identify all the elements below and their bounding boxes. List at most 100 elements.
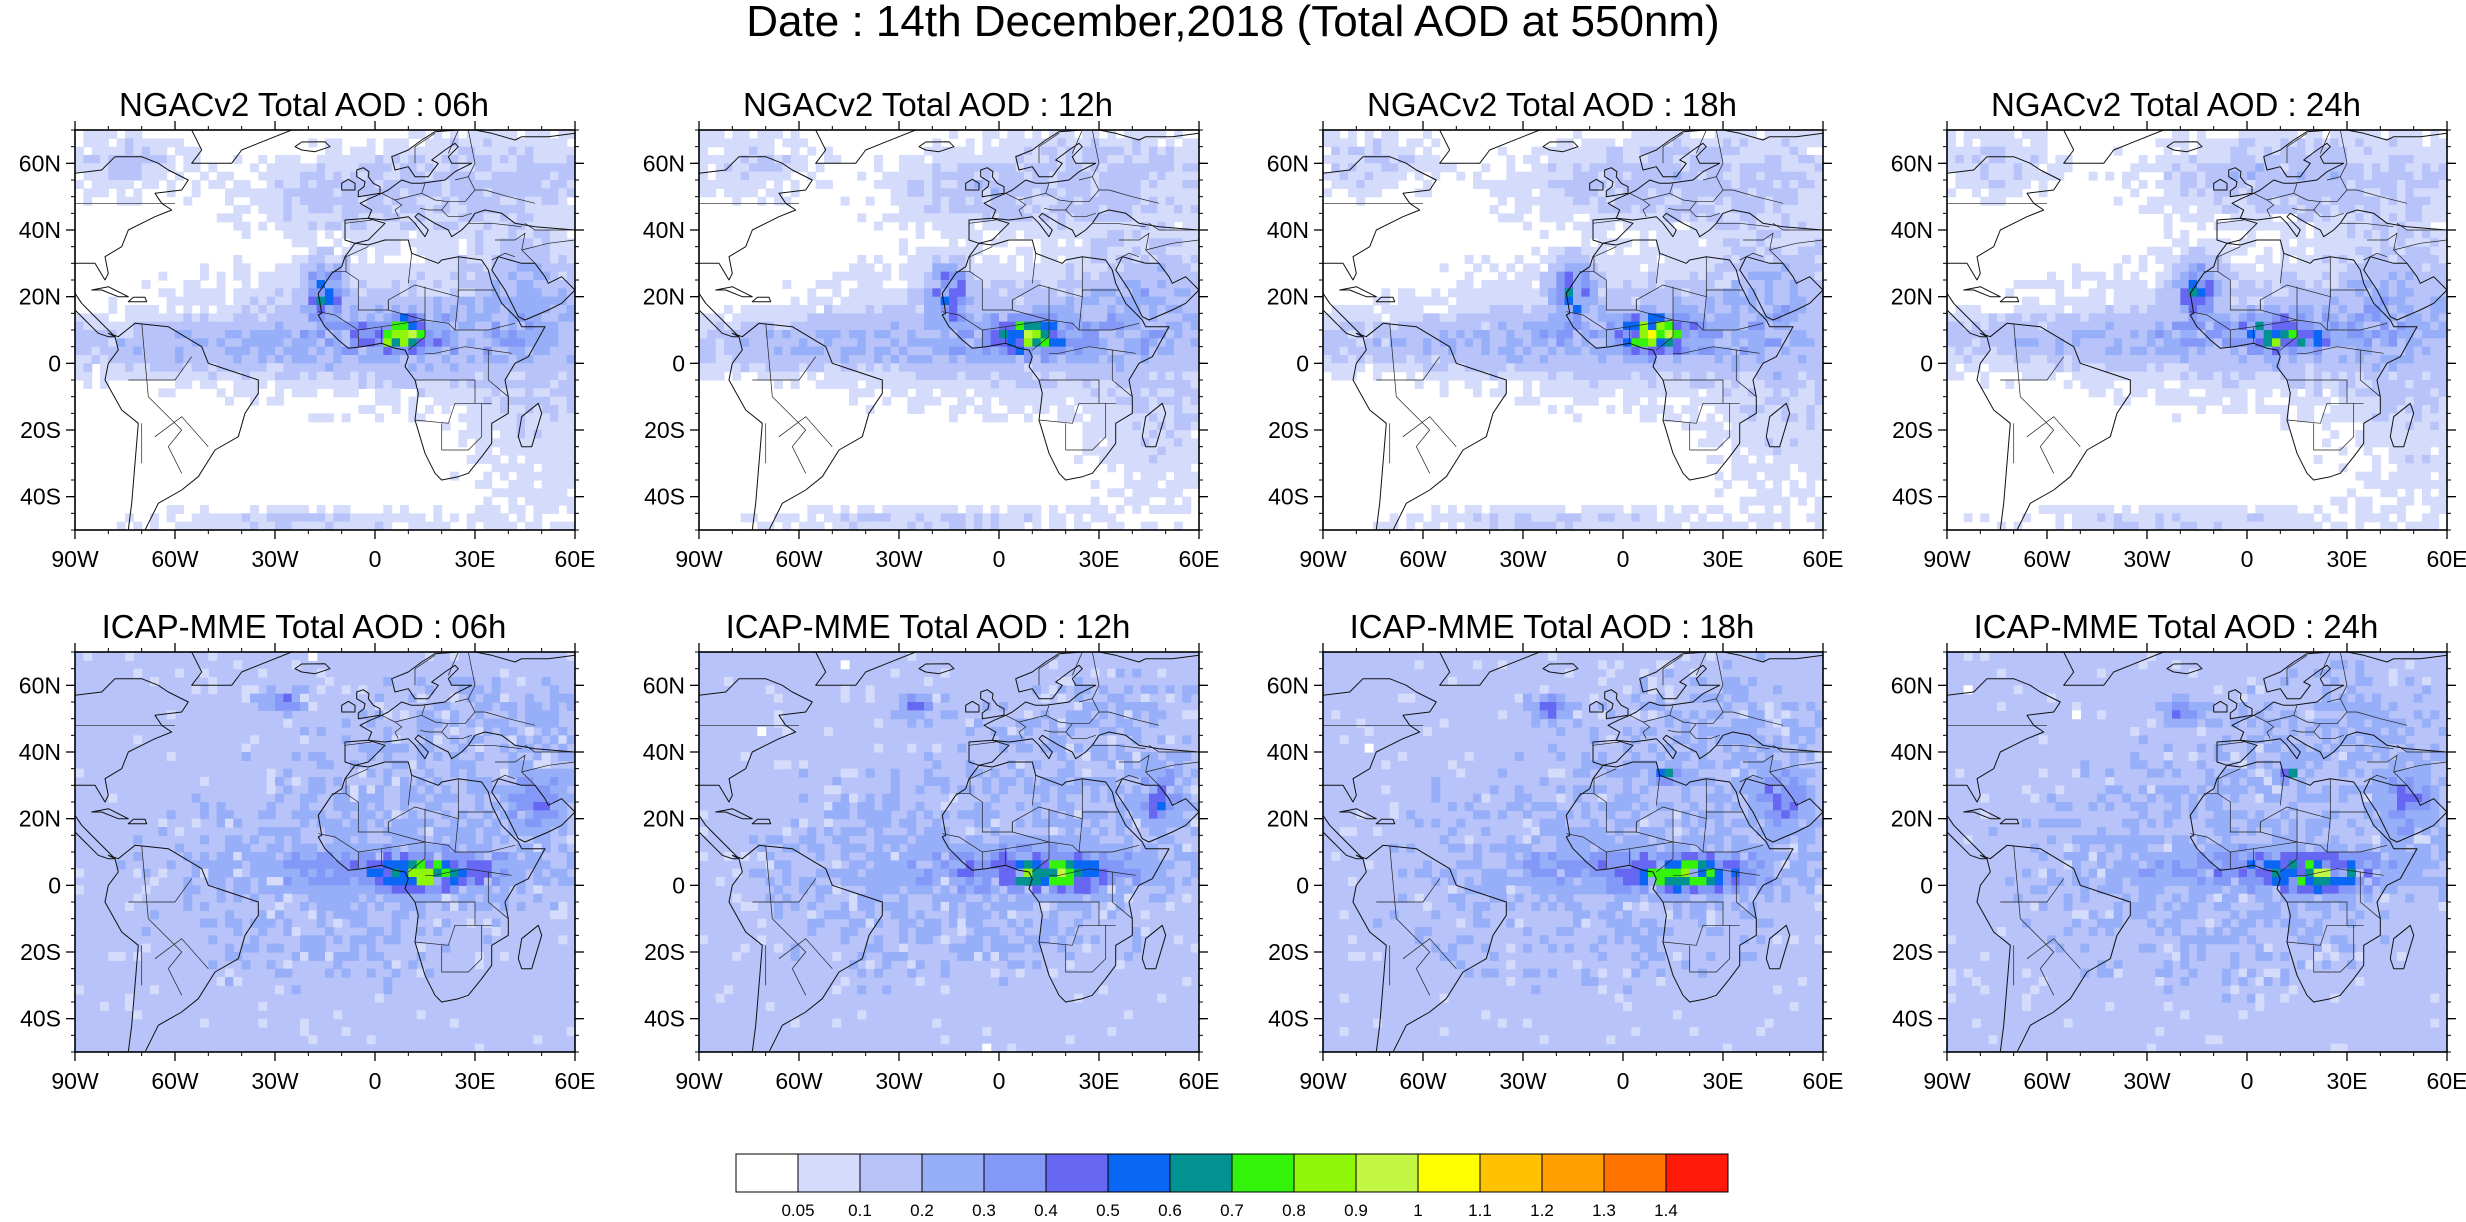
lat-tick-label: 0: [1920, 350, 1933, 376]
colorbar-swatch: [1355, 1153, 1419, 1193]
panel-title: ICAP-MME Total AOD : 06h: [101, 608, 507, 645]
colorbar-swatch: [1541, 1153, 1605, 1193]
lat-tick-label: 40S: [644, 484, 685, 510]
map-panel-icap-12: ICAP-MME Total AOD : 12h 60N 40N 20N 0 20S 40S…: [629, 610, 1227, 1150]
lon-tick-label: 60W: [151, 1068, 199, 1094]
lon-tick-label: 0: [2241, 1068, 2254, 1094]
country-borders: [1947, 130, 2447, 474]
map-panel-icap-24: ICAP-MME Total AOD : 24h 60N 40N 20N 0 20S 40S…: [1877, 610, 2466, 1150]
country-borders: [1947, 652, 2447, 996]
lat-tick-label: 40N: [19, 217, 61, 243]
colorbar-swatch: [1231, 1153, 1295, 1193]
panel-title: ICAP-MME Total AOD : 24h: [1973, 608, 2379, 645]
map-canvas: 60N 40N 20N 0 20S 40S 90W 60W 30W 0 30E 60E: [1891, 643, 2466, 1094]
lat-tick-label: 60N: [19, 150, 61, 176]
map-panel-ngac-06: NGACv2 Total AOD : 06h 60N 40N 20N 0 20S 40S 90…: [5, 88, 603, 628]
lon-tick-label: 30W: [2123, 546, 2171, 572]
lon-tick-label: 60W: [1399, 546, 1447, 572]
coastlines: [75, 652, 575, 1052]
lat-tick-label: 0: [1920, 872, 1933, 898]
lon-tick-label: 30E: [2327, 546, 2368, 572]
lat-tick-label: 0: [48, 350, 61, 376]
map-canvas: 60N 40N 20N 0 20S 40S 90W 60W 30W 0 30E 60E: [19, 643, 595, 1094]
lon-tick-label: 60W: [2023, 1068, 2071, 1094]
lon-tick-label: 30E: [1079, 1068, 1120, 1094]
lat-tick-label: 40S: [20, 484, 61, 510]
lon-tick-label: 0: [369, 546, 382, 572]
figure-title: Date : 14th December,2018 (Total AOD at …: [746, 0, 1720, 46]
lon-tick-label: 60W: [1399, 1068, 1447, 1094]
aod-field: [1323, 652, 1823, 1052]
lat-tick-label: 20S: [1268, 939, 1309, 965]
lat-tick-label: 20S: [1892, 939, 1933, 965]
lat-tick-label: 40N: [19, 739, 61, 765]
lat-tick-label: 60N: [1891, 672, 1933, 698]
aod-field: [75, 652, 575, 1052]
panel-title: NGACv2 Total AOD : 12h: [743, 86, 1113, 123]
lat-tick-label: 60N: [643, 672, 685, 698]
country-borders: [1323, 130, 1823, 474]
lon-tick-label: 30W: [875, 546, 923, 572]
lon-tick-label: 90W: [1923, 1068, 1971, 1094]
lat-tick-label: 40S: [1892, 1006, 1933, 1032]
lat-tick-label: 20S: [20, 939, 61, 965]
lon-tick-label: 60E: [1179, 546, 1220, 572]
lon-tick-label: 90W: [1923, 546, 1971, 572]
colorbar-swatch: [921, 1153, 985, 1193]
lon-tick-label: 90W: [51, 1068, 99, 1094]
aod-colorbar: 0.05 0.1 0.2 0.3 0.4 0.5 0.6 0.7 0.8 0.9 1 1.1 1.2 1.…: [735, 1153, 1730, 1222]
coastlines: [1323, 652, 1823, 1052]
lon-tick-label: 60E: [555, 546, 596, 572]
map-panel-icap-18: ICAP-MME Total AOD : 18h 60N 40N 20N 0 20S 40S…: [1253, 610, 1851, 1150]
lat-tick-label: 0: [672, 350, 685, 376]
lon-tick-label: 30W: [1499, 546, 1547, 572]
lon-tick-label: 90W: [675, 546, 723, 572]
lon-tick-label: 0: [369, 1068, 382, 1094]
lon-tick-label: 30W: [875, 1068, 923, 1094]
lat-tick-label: 0: [48, 872, 61, 898]
lat-tick-label: 20S: [20, 417, 61, 443]
country-borders: [75, 130, 575, 474]
lon-tick-label: 0: [1617, 1068, 1630, 1094]
lat-tick-label: 60N: [1267, 672, 1309, 698]
lat-tick-label: 40N: [1267, 217, 1309, 243]
lon-tick-label: 90W: [51, 546, 99, 572]
colorbar-swatch: [859, 1153, 923, 1193]
lat-tick-label: 40S: [20, 1006, 61, 1032]
lon-tick-label: 90W: [1299, 1068, 1347, 1094]
lat-tick-label: 20S: [644, 939, 685, 965]
lon-tick-label: 60E: [2427, 546, 2466, 572]
colorbar-swatch: [1045, 1153, 1109, 1193]
panel-title: ICAP-MME Total AOD : 12h: [725, 608, 1131, 645]
lat-tick-label: 40N: [643, 739, 685, 765]
panel-title: NGACv2 Total AOD : 24h: [1991, 86, 2361, 123]
lat-tick-label: 20N: [1267, 806, 1309, 832]
aod-field: [1947, 130, 2447, 530]
country-borders: [75, 652, 575, 996]
lat-tick-label: 20N: [1267, 284, 1309, 310]
lat-tick-label: 40S: [1268, 484, 1309, 510]
lon-tick-label: 0: [2241, 546, 2254, 572]
colorbar-swatch: [1107, 1153, 1171, 1193]
lat-tick-label: 60N: [1891, 150, 1933, 176]
map-canvas: 60N 40N 20N 0 20S 40S 90W 60W 30W 0 30E 60E: [19, 121, 596, 572]
colorbar-swatch: [1603, 1153, 1667, 1193]
colorbar-swatch: [797, 1153, 861, 1193]
lat-tick-label: 20N: [19, 284, 61, 310]
lon-tick-label: 60E: [2427, 1068, 2466, 1094]
colorbar-label: 0.2: [910, 1201, 934, 1220]
map-canvas: 60N 40N 20N 0 20S 40S 90W 60W 30W 0 30E 60E: [1267, 121, 1843, 572]
lat-tick-label: 20N: [643, 284, 685, 310]
lat-tick-label: 40N: [643, 217, 685, 243]
lat-tick-label: 40N: [1891, 217, 1933, 243]
colorbar-swatch: [1665, 1153, 1729, 1193]
lat-tick-label: 20N: [1891, 284, 1933, 310]
aod-field: [1323, 130, 1823, 530]
colorbar-label: 0.5: [1096, 1201, 1120, 1220]
map-panel-ngac-12: NGACv2 Total AOD : 12h 60N 40N 20N 0 20S 40S 90…: [629, 88, 1227, 628]
lat-tick-label: 20S: [1892, 417, 1933, 443]
colorbar-graphic: 0.05 0.1 0.2 0.3 0.4 0.5 0.6 0.7 0.8 0.9 1 1.1 1.2 1.…: [735, 1153, 1729, 1220]
country-borders: [1323, 652, 1823, 996]
colorbar-label: 1.4: [1654, 1201, 1678, 1220]
colorbar-label: 0.8: [1282, 1201, 1306, 1220]
